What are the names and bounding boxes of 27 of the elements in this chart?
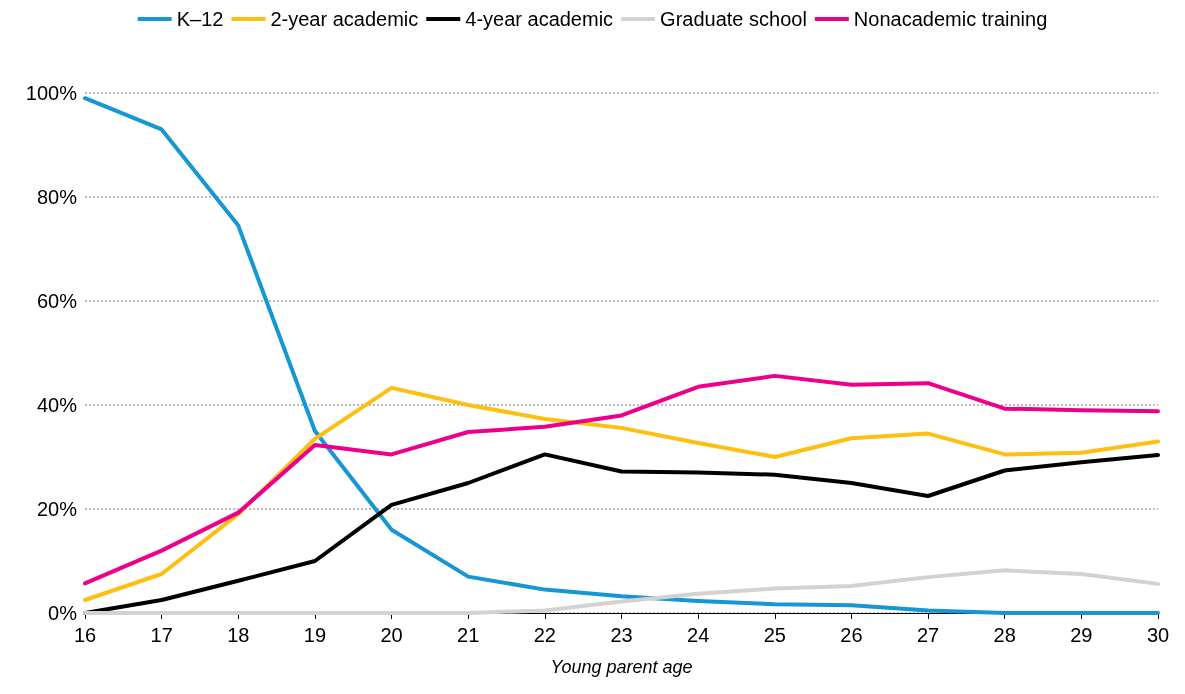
- y-tick-label: 20%: [36, 498, 78, 520]
- x-tick-label: 21: [457, 624, 480, 646]
- x-tick-label: 17: [150, 624, 173, 646]
- legend-label: 2-year academic: [270, 8, 419, 30]
- legend-label: Nonacademic training: [853, 8, 1048, 30]
- y-tick-label: 0%: [48, 602, 78, 624]
- legend-label: Graduate school: [660, 8, 807, 30]
- x-tick-label: 19: [303, 624, 327, 646]
- x-tick-label: 30: [1146, 624, 1170, 646]
- x-tick-label: 16: [73, 624, 97, 646]
- x-tick-label: 28: [993, 624, 1016, 646]
- y-tick-label: 100%: [25, 82, 78, 104]
- legend-label: K–12: [176, 8, 224, 30]
- y-tick-label: 60%: [36, 290, 78, 312]
- y-tick-label: 80%: [36, 186, 78, 208]
- x-tick-label: 26: [840, 624, 863, 646]
- legend-label: 4-year academic: [465, 8, 614, 30]
- x-tick-label: 24: [687, 624, 710, 646]
- x-tick-label: 20: [380, 624, 403, 646]
- x-tick-label: 25: [763, 624, 786, 646]
- x-tick-label: 18: [227, 624, 250, 646]
- y-tick-label: 40%: [36, 394, 78, 416]
- x-tick-label: 23: [610, 624, 633, 646]
- x-tick-label: 22: [533, 624, 556, 646]
- x-tick-label: 29: [1070, 624, 1093, 646]
- x-tick-label: 27: [916, 624, 940, 646]
- x-axis-title: Young parent age: [550, 657, 693, 677]
